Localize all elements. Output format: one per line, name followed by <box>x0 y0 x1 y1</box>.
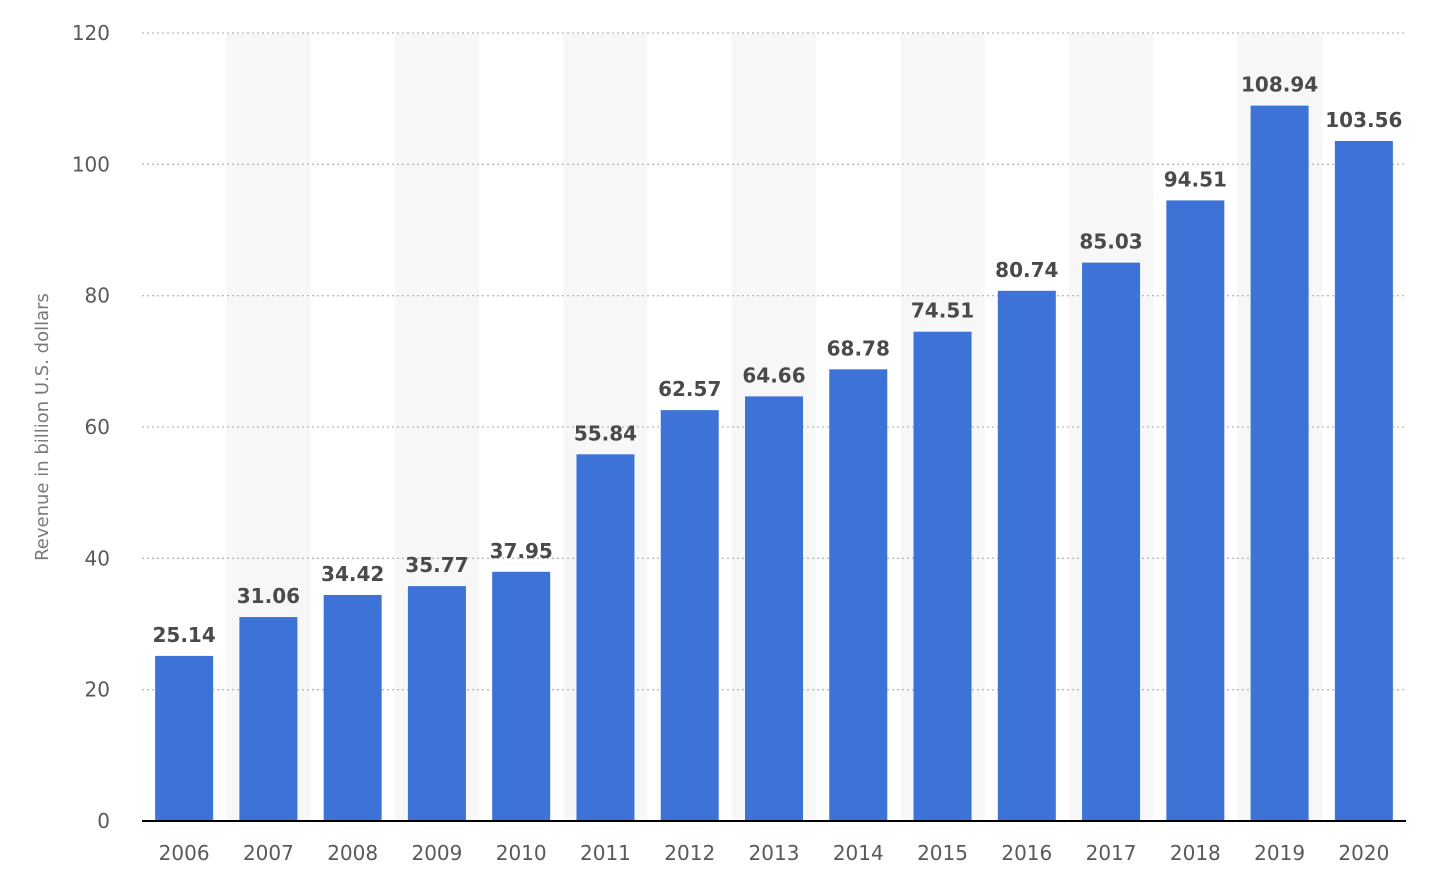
x-tick-label: 2015 <box>917 841 968 865</box>
y-tick-label: 100 <box>72 152 110 176</box>
bars <box>155 105 1393 822</box>
value-label: 35.77 <box>405 553 468 577</box>
y-tick-label: 20 <box>85 678 110 702</box>
bar <box>492 571 551 821</box>
bar <box>913 331 972 821</box>
x-tick-label: 2019 <box>1254 841 1305 865</box>
bar <box>323 594 382 821</box>
y-tick-label: 60 <box>85 415 110 439</box>
y-tick-label: 0 <box>97 809 110 833</box>
y-axis-ticks: 0 20 40 60 80 100 120 <box>72 21 110 833</box>
y-axis-title: Revenue in billion U.S. dollars <box>32 293 53 561</box>
value-label: 25.14 <box>153 623 216 647</box>
y-tick-label: 80 <box>85 284 110 308</box>
value-label: 85.03 <box>1079 230 1142 254</box>
x-tick-label: 2011 <box>580 841 631 865</box>
bar <box>829 369 888 821</box>
x-tick-label: 2008 <box>327 841 378 865</box>
bar <box>1250 105 1309 822</box>
bar <box>997 290 1056 821</box>
x-axis-ticks: 2006 2007 2008 2009 2010 2011 2012 2013 2014 2015… <box>159 841 1390 865</box>
y-tick-label: 40 <box>85 546 110 570</box>
x-tick-label: 2018 <box>1170 841 1221 865</box>
bar <box>1166 200 1225 821</box>
bar <box>745 396 803 821</box>
value-label: 74.51 <box>911 299 974 323</box>
x-tick-label: 2014 <box>833 841 884 865</box>
value-label: 103.56 <box>1325 108 1402 132</box>
bar <box>1082 262 1141 821</box>
x-tick-label: 2010 <box>496 841 547 865</box>
value-label: 31.06 <box>237 584 300 608</box>
value-label: 68.78 <box>827 336 890 360</box>
value-label: 108.94 <box>1241 73 1318 97</box>
y-tick-label: 120 <box>72 21 110 45</box>
x-tick-label: 2006 <box>159 841 210 865</box>
value-label: 64.66 <box>742 363 805 387</box>
bar <box>576 454 635 821</box>
x-tick-label: 2016 <box>1001 841 1052 865</box>
x-tick-label: 2017 <box>1086 841 1137 865</box>
bar <box>239 617 298 821</box>
bar <box>660 410 719 821</box>
value-label: 94.51 <box>1164 167 1227 191</box>
x-tick-label: 2013 <box>749 841 800 865</box>
value-label: 37.95 <box>490 539 553 563</box>
x-tick-label: 2012 <box>664 841 715 865</box>
value-label: 62.57 <box>658 377 721 401</box>
bar <box>155 655 214 821</box>
x-tick-label: 2007 <box>243 841 294 865</box>
x-tick-label: 2009 <box>411 841 462 865</box>
value-labels: 25.14 31.06 34.42 35.77 37.95 55.84 62.57 64.66… <box>153 73 1403 647</box>
value-label: 34.42 <box>321 562 384 586</box>
value-label: 80.74 <box>995 258 1058 282</box>
bar <box>407 586 466 821</box>
x-tick-label: 2020 <box>1338 841 1389 865</box>
bar <box>1334 140 1393 821</box>
value-label: 55.84 <box>574 421 637 445</box>
